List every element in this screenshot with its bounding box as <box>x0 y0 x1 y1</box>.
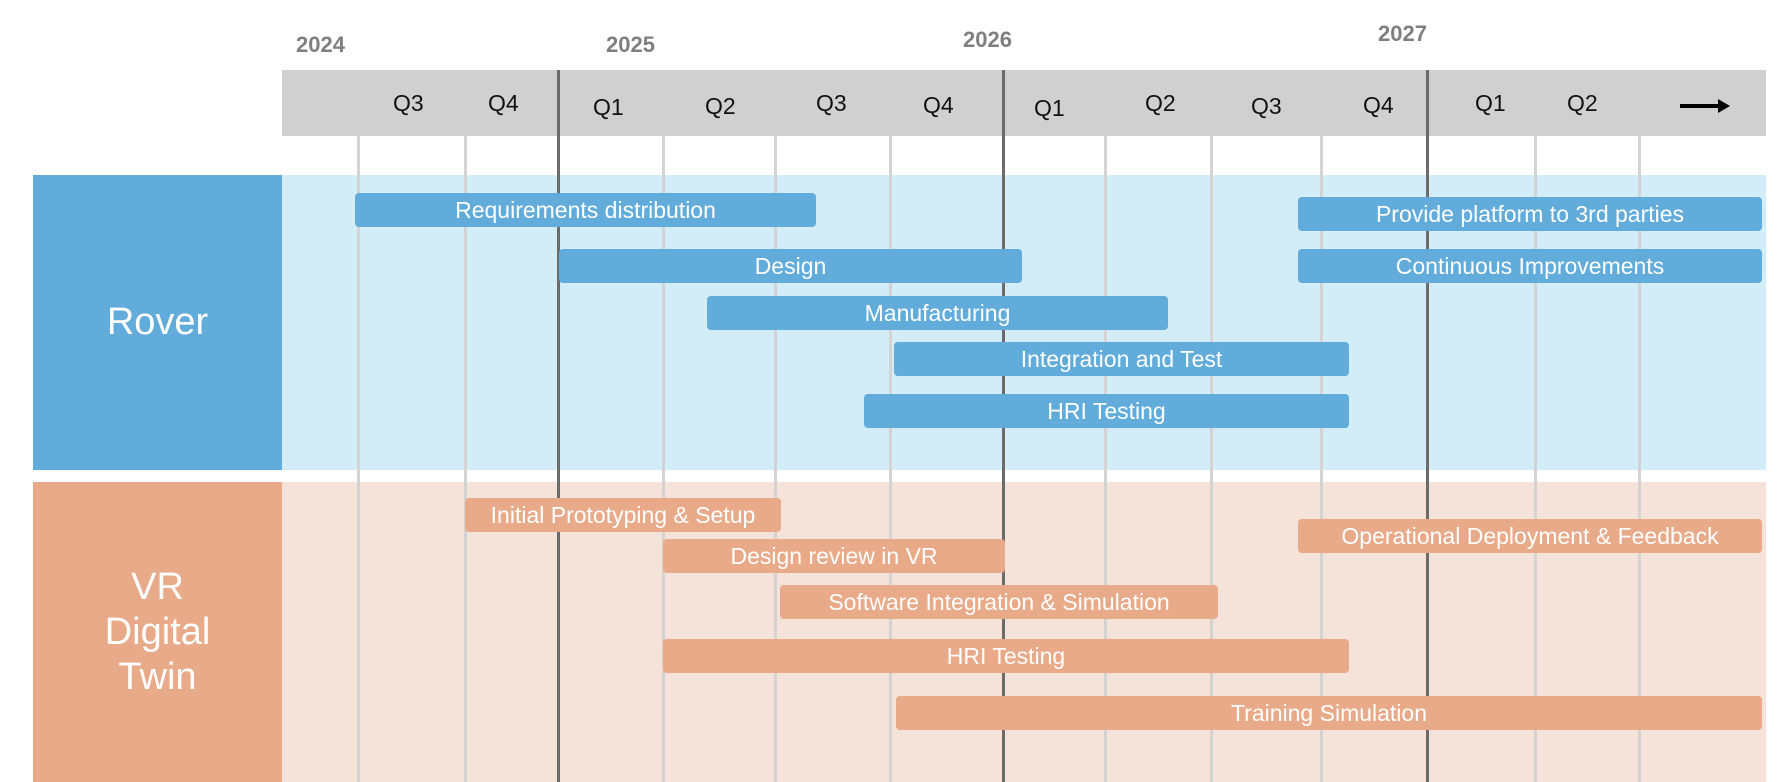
quarter-gridline <box>464 136 467 782</box>
quarter-gridline <box>1210 136 1213 782</box>
quarter-gridline <box>1534 136 1537 782</box>
quarter-label: Q2 <box>1567 90 1598 116</box>
quarter-label: Q4 <box>1363 92 1394 118</box>
quarter-label: Q3 <box>393 90 424 116</box>
quarter-label: Q1 <box>1475 90 1506 116</box>
year-label-2024: 2024 <box>296 32 345 57</box>
year-label-2027: 2027 <box>1378 21 1427 46</box>
quarter-gridline <box>662 136 665 782</box>
task-bar-requirements-distribution: Requirements distribution <box>355 193 816 227</box>
quarter-gridline <box>1104 136 1107 782</box>
rover-lane-title: Rover <box>106 301 209 343</box>
task-bar-initial-prototyping: Initial Prototyping & Setup <box>465 498 781 532</box>
task-bar-operational-deployment: Operational Deployment & Feedback <box>1298 519 1762 553</box>
vr-lane-title: VR Digital Twin <box>104 565 211 698</box>
quarter-label: Q4 <box>488 90 519 116</box>
right-arrow-icon <box>1680 99 1730 113</box>
quarter-gridline <box>889 136 892 782</box>
quarter-gridline <box>357 136 360 782</box>
quarter-label: Q3 <box>816 90 847 116</box>
task-bar-continuous-improvements: Continuous Improvements <box>1298 249 1762 283</box>
vr-lane-label: VR Digital Twin <box>33 482 282 782</box>
task-bar-design: Design <box>559 249 1022 283</box>
task-bar-vr-hri-testing: HRI Testing <box>663 639 1349 673</box>
task-bar-design-review-vr: Design review in VR <box>663 539 1005 573</box>
year-label-2025: 2025 <box>606 32 655 57</box>
quarter-gridline <box>774 136 777 782</box>
quarter-gridline <box>1638 136 1641 782</box>
quarter-label: Q3 <box>1251 93 1282 119</box>
year-gridline <box>557 70 560 782</box>
quarter-header-band <box>282 70 1766 136</box>
task-bar-provide-platform: Provide platform to 3rd parties <box>1298 197 1762 231</box>
quarter-label: Q1 <box>1034 95 1065 121</box>
task-bar-integration-and-test: Integration and Test <box>894 342 1349 376</box>
quarter-label: Q4 <box>923 92 954 118</box>
quarter-label: Q2 <box>705 93 736 119</box>
year-gridline <box>1426 70 1429 782</box>
task-bar-manufacturing: Manufacturing <box>707 296 1168 330</box>
quarter-label: Q2 <box>1145 90 1176 116</box>
quarter-gridline <box>1320 136 1323 782</box>
rover-lane-label: Rover <box>33 175 282 470</box>
year-label-2026: 2026 <box>963 27 1012 52</box>
task-bar-training-simulation: Training Simulation <box>896 696 1762 730</box>
task-bar-software-integration: Software Integration & Simulation <box>780 585 1218 619</box>
task-bar-rover-hri-testing: HRI Testing <box>864 394 1349 428</box>
quarter-label: Q1 <box>593 94 624 120</box>
